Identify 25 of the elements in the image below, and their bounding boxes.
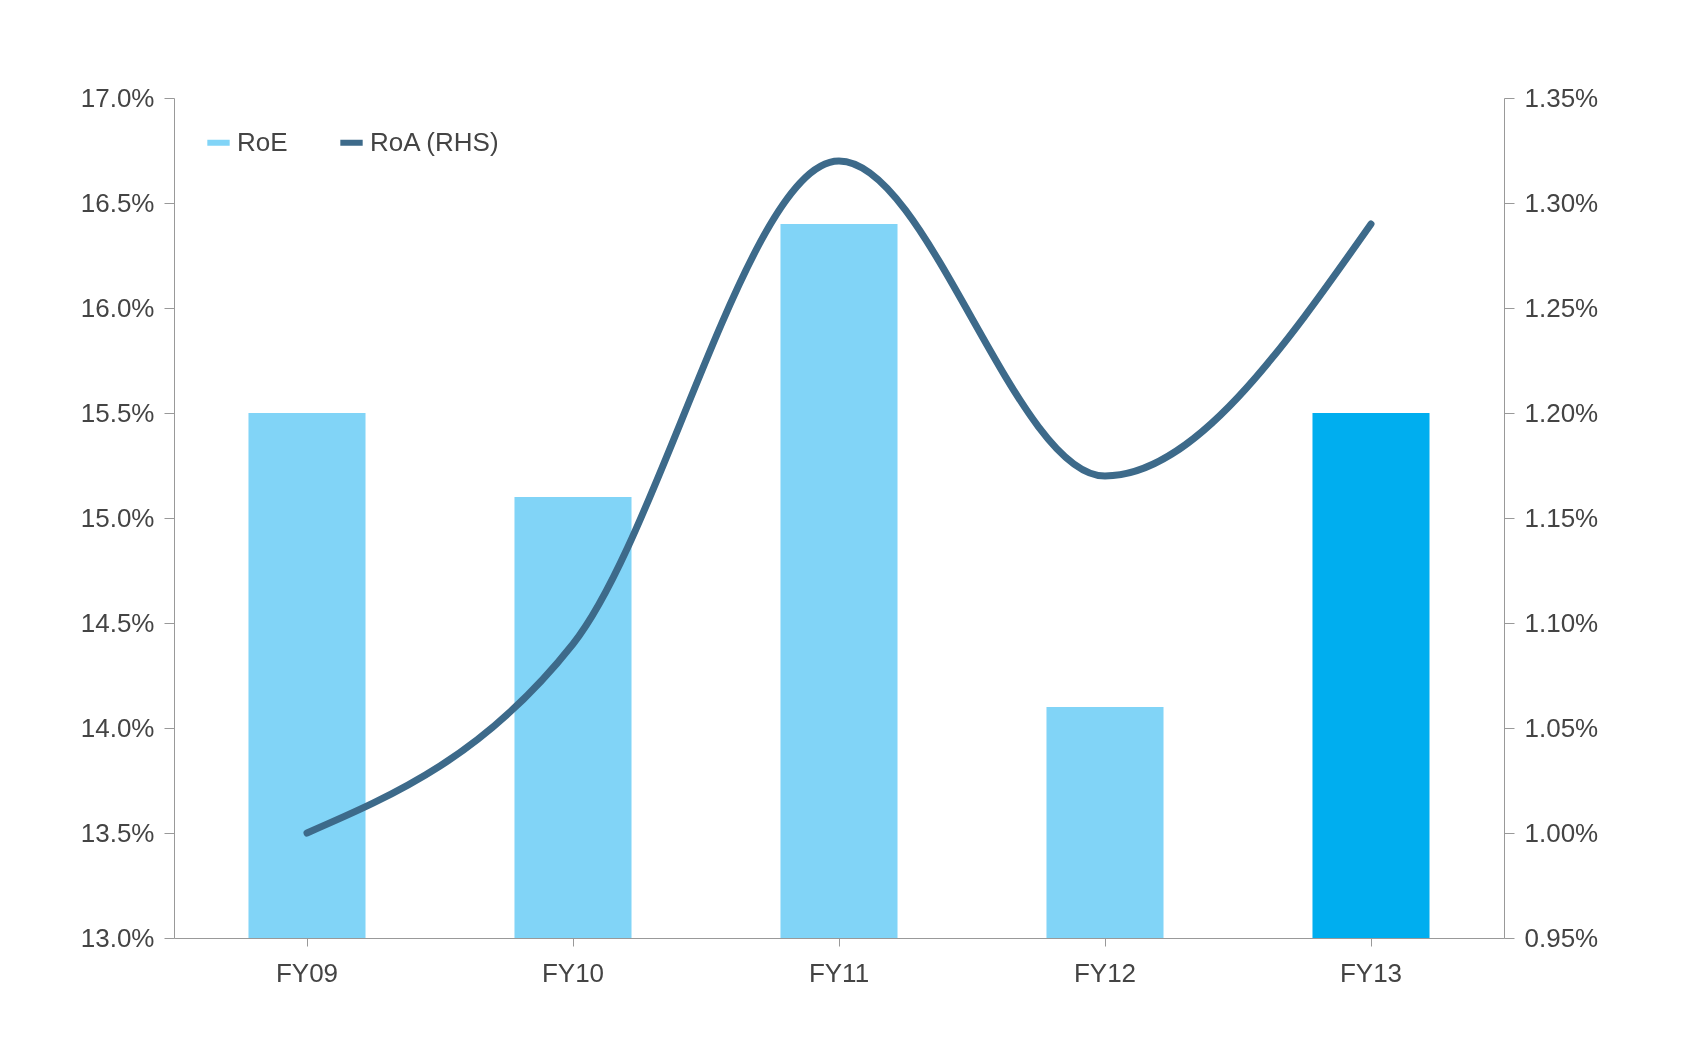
y2-tick-label: 1.10% [1524,607,1599,638]
y-tick-label: 14.0% [80,712,155,743]
x-tick-label: FY13 [1339,957,1403,988]
y2-tick-label: 0.95% [1524,922,1599,953]
legend-label: RoA (RHS) [370,126,499,157]
y2-tick-label: 1.00% [1524,817,1599,848]
y-tick-label: 15.5% [80,397,155,428]
y-tick-label: 16.5% [80,187,155,218]
y-tick-label: 16.0% [80,292,155,323]
x-tick-label: FY10 [541,957,605,988]
legend-label: RoE [237,126,288,157]
x-tick-label: FY11 [808,957,870,988]
y-tick-label: 15.0% [80,502,155,533]
y2-tick-label: 1.15% [1524,502,1599,533]
y2-tick-label: 1.20% [1524,397,1599,428]
y2-tick-label: 1.25% [1524,292,1599,323]
x-tick-label: FY12 [1073,957,1137,988]
x-tick-label: FY09 [275,957,339,988]
y2-tick-label: 1.30% [1524,187,1599,218]
y-tick-label: 13.0% [80,922,155,953]
y2-tick-label: 1.35% [1524,82,1599,113]
y-tick-label: 17.0% [80,82,155,113]
y-tick-label: 13.5% [80,817,155,848]
y-tick-label: 14.5% [80,607,155,638]
y2-tick-label: 1.05% [1524,712,1599,743]
